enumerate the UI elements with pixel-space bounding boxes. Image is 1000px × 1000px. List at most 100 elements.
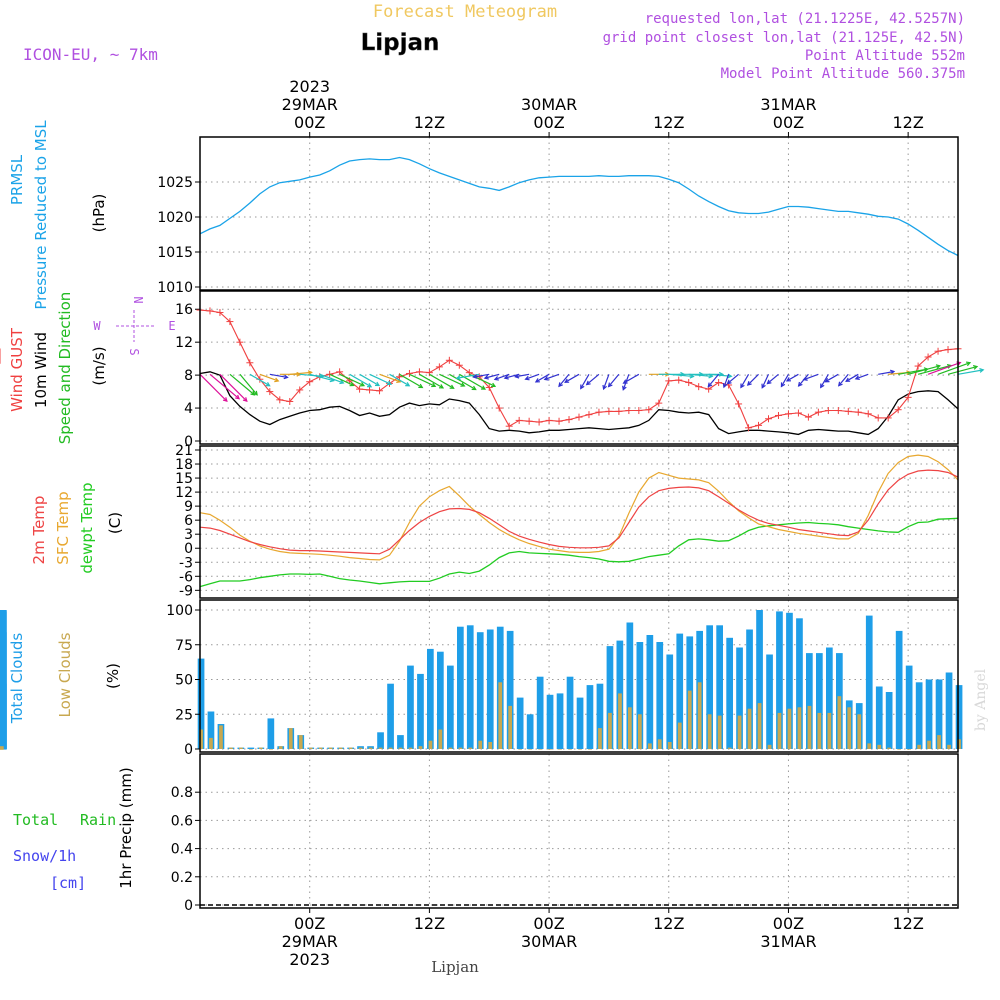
model-label: ICON-EU, ~ 7km [23, 45, 158, 64]
gust-point [665, 377, 673, 385]
time-label: 2023 [289, 950, 330, 969]
total-cloud-bar [646, 635, 654, 749]
time-label: 00Z [533, 914, 564, 933]
gust-point [834, 407, 842, 415]
low-cloud-bar [498, 682, 503, 749]
total-cloud-bar [895, 630, 903, 749]
low-cloud-bar [278, 746, 283, 749]
gust-point [236, 338, 244, 346]
gust-point [435, 363, 443, 371]
wind-arrow [746, 373, 759, 386]
low-cloud-bar [737, 715, 742, 749]
low-cloud-bar [219, 725, 223, 749]
total-cloud-bar [636, 642, 644, 749]
gust-point [296, 386, 304, 394]
total-cloud-bar [466, 625, 474, 749]
footer-location: Lipjan [431, 958, 479, 976]
low-cloud-bar [328, 747, 333, 749]
low-cloud-bar [388, 747, 393, 749]
wind-label-direction: Speed and Direction [56, 292, 74, 445]
wind-arrow [239, 373, 258, 396]
point-altitude: Point Altitude 552m [805, 48, 965, 64]
y-tick-label: 3 [184, 527, 193, 543]
gust-point [675, 376, 683, 384]
low-cloud-bar [897, 749, 901, 750]
wind-arrow [740, 373, 750, 389]
y-tick-label: 8 [184, 368, 193, 384]
clouds-panel: 0 25 50 75 100 Total Clouds Low Clouds (%) [0, 600, 963, 758]
low-cloud-bar [588, 749, 592, 750]
low-cloud-bar [318, 747, 323, 749]
total-cloud-bar [706, 625, 713, 749]
low-cloud-bar [707, 714, 712, 750]
time-label: 12Z [892, 113, 923, 132]
temp-unit: (C) [106, 512, 124, 534]
low-cloud-bar [927, 740, 931, 749]
low-cloud-bar [508, 705, 512, 749]
gust-point [635, 407, 643, 415]
gust-point [774, 411, 782, 419]
compass-north: N [131, 296, 145, 303]
y-tick-label: 0.8 [171, 785, 193, 801]
gust-point [376, 387, 384, 395]
low-cloud-bar [408, 747, 413, 749]
gust-point [286, 397, 294, 405]
total-cloud-bar [816, 653, 823, 749]
gust-point [226, 318, 234, 326]
y-tick-label: -9 [179, 583, 193, 599]
wind-arrow [824, 373, 839, 383]
y-tick-label: 18 [175, 457, 193, 473]
gust-point [306, 378, 314, 386]
y-tick-label: 0.2 [171, 870, 193, 886]
low-cloud-bar [667, 742, 672, 749]
total-cloud-bar [826, 647, 833, 749]
total-cloud-bar [427, 648, 434, 749]
gust-point [595, 408, 603, 416]
gust-point [874, 414, 882, 422]
total-cloud-bar [786, 612, 793, 749]
total-cloud-bar [267, 718, 275, 749]
low-cloud-bar [518, 749, 522, 750]
total-cloud-bar [626, 622, 634, 749]
total-cloud-bar [566, 676, 574, 749]
wind-arrow [602, 374, 610, 391]
precip-panel: 0 0.2 0.4 0.6 0.8 Total Rain Snow/1h [cm] 1h… [13, 754, 958, 914]
precip-label-cm: [cm] [50, 874, 86, 892]
low-cloud-bar [957, 739, 961, 749]
location-title: Lipjan [361, 30, 440, 56]
total-cloud-bar [656, 642, 664, 749]
time-label: 29MAR [282, 932, 338, 951]
low-cloud-bar [687, 690, 692, 749]
low-cloud-bar [259, 747, 263, 749]
low-cloud-bar [757, 703, 762, 749]
total-cloud-bar [247, 747, 255, 749]
low-cloud-bar [638, 714, 642, 750]
wind-arrow [419, 373, 445, 389]
model-altitude: Model Point Altitude 560.375m [721, 66, 965, 82]
time-label: 12Z [414, 914, 445, 933]
gust-point [894, 406, 902, 414]
precip-label-total: Total [13, 811, 58, 829]
wind-arrow [289, 370, 313, 376]
gust-point [575, 413, 583, 421]
time-label: 2023 [289, 77, 330, 96]
y-tick-label: 0 [184, 541, 193, 557]
gust-point [545, 416, 553, 424]
wind-panel: 0 4 8 12 16 Wind GUST 10m Wind Speed and Dir… [0, 291, 985, 450]
total-cloud-bar [476, 632, 484, 749]
wind-arrow [785, 373, 799, 382]
low-cloud-bar [648, 743, 652, 749]
low-cloud-bar [598, 728, 602, 749]
gust-point [645, 406, 653, 414]
y-tick-label: 15 [175, 471, 193, 487]
wind-arrow [607, 373, 620, 388]
gust-point [655, 399, 663, 407]
y-tick-label: 12 [175, 335, 193, 351]
gust-point [515, 416, 523, 424]
low-cloud-bar [727, 747, 732, 749]
wind-arrow [329, 373, 355, 387]
total-cloud-bar [925, 679, 933, 749]
wind-arrow [219, 373, 248, 403]
low-cloud-bar [428, 740, 433, 749]
y-tick-label: 50 [175, 673, 193, 689]
